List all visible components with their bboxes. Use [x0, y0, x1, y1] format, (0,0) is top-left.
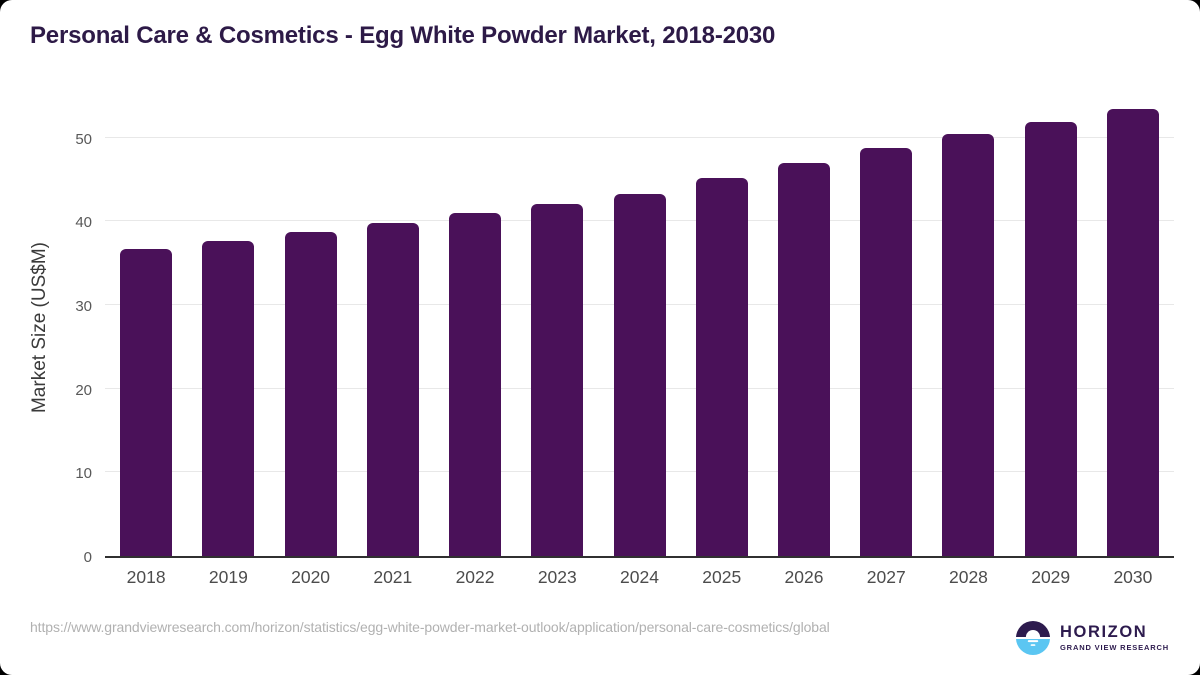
x-axis-labels: 2018 2019 2020 2021 2022 2023 2024 2025 2026 2027… [105, 564, 1174, 590]
x-tick-label-2025: 2025 [702, 567, 742, 587]
y-tick-label-10: 10 [75, 465, 92, 483]
x-tick-label-2026: 2026 [784, 567, 824, 587]
x-tick-label-2028: 2028 [948, 567, 988, 587]
x-tick-label-2027: 2027 [866, 567, 906, 587]
bar-2024[interactable] [613, 193, 666, 556]
source-url: https://www.grandviewresearch.com/horizo… [30, 619, 830, 635]
logo-name: HORIZON [1060, 623, 1148, 641]
y-tick-label-40: 40 [75, 214, 92, 232]
x-tick-label-2030: 2030 [1113, 567, 1153, 587]
sun-over-horizon-icon [1016, 621, 1050, 655]
bar-2023[interactable] [531, 203, 584, 556]
horizon-logo: HORIZON GRAND VIEW RESEARCH [1016, 621, 1169, 655]
bar-2022[interactable] [449, 213, 502, 556]
bar-2030[interactable] [1106, 108, 1159, 556]
y-axis-ticks: 0 10 20 30 40 50 [40, 98, 92, 566]
bar-2019[interactable] [202, 240, 255, 556]
bar-2025[interactable] [695, 177, 748, 556]
y-tick-label-30: 30 [75, 298, 92, 316]
bar-2021[interactable] [366, 223, 419, 556]
bar-2029[interactable] [1024, 121, 1077, 556]
x-tick-label-2029: 2029 [1031, 567, 1071, 587]
x-tick-label-2018: 2018 [126, 567, 166, 587]
gridline-50 [105, 136, 1174, 138]
bar-2027[interactable] [860, 147, 913, 556]
y-tick-label-50: 50 [75, 130, 92, 148]
x-tick-label-2023: 2023 [537, 567, 577, 587]
x-tick-label-2024: 2024 [620, 567, 659, 587]
bar-2020[interactable] [284, 231, 337, 556]
x-tick-label-2019: 2019 [208, 567, 248, 587]
bar-2026[interactable] [777, 162, 830, 556]
y-tick-label-20: 20 [75, 381, 92, 399]
plot-area [105, 98, 1174, 558]
x-tick-label-2022: 2022 [455, 567, 495, 587]
y-tick-label-0: 0 [83, 549, 92, 566]
logo-subtitle: GRAND VIEW RESEARCH [1060, 643, 1170, 652]
bar-2018[interactable] [120, 249, 173, 556]
x-tick-label-2020: 2020 [291, 567, 331, 587]
page-title: Personal Care & Cosmetics - Egg White Po… [30, 22, 776, 49]
bar-2028[interactable] [942, 134, 995, 556]
x-tick-label-2021: 2021 [373, 567, 413, 587]
logo-text: HORIZON GRAND VIEW RESEARCH [1060, 624, 1169, 652]
